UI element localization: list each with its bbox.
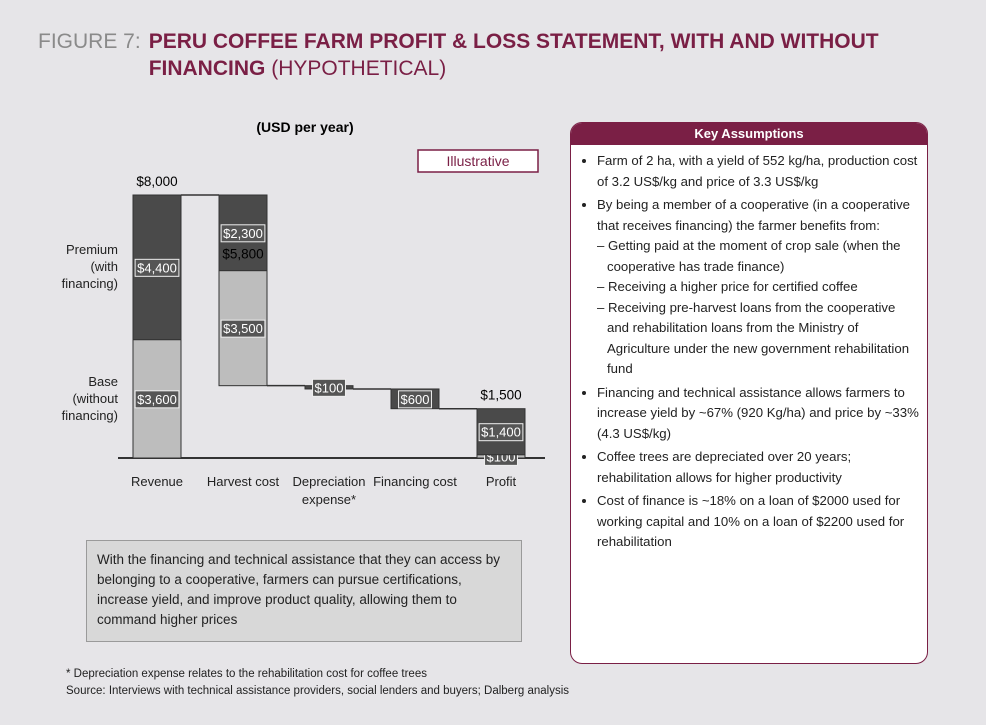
title-block: PERU COFFEE FARM PROFIT & LOSS STATEMENT… (149, 28, 938, 82)
header: FIGURE 7: PERU COFFEE FARM PROFIT & LOSS… (38, 28, 938, 82)
sub-assumption: – Getting paid at the moment of crop sal… (597, 238, 901, 274)
total-label: $8,000 (136, 174, 177, 189)
x-tick-label: Profit (485, 474, 517, 489)
assumption-text: Coffee trees are depreciated over 20 yea… (597, 449, 852, 485)
assumption-text: Financing and technical assistance allow… (597, 384, 919, 441)
assumption-text: Cost of finance is ~18% on a loan of $20… (597, 493, 905, 549)
key-assumptions: Key Assumptions Farm of 2 ha, with a yie… (570, 122, 928, 664)
x-tick-label: Depreciation expense* (292, 474, 366, 507)
assumption: Cost of finance is ~18% on a loan of $20… (597, 491, 919, 553)
assumption: By being a member of a cooperative (in a… (597, 195, 919, 380)
value-label-bg (312, 378, 346, 397)
chart-subtitle: (USD per year) (256, 119, 353, 135)
assumption-text: By being a member of a cooperative (in a… (597, 197, 911, 233)
sub-list: – Getting paid at the moment of crop sal… (597, 236, 919, 380)
value-label: $2,300 (223, 226, 263, 241)
total-label: $5,800 (222, 246, 263, 261)
value-label-bg (220, 319, 266, 338)
annotation: Illustrative (446, 153, 509, 169)
note: With the financing and technical assista… (86, 540, 522, 642)
chart: (USD per year) Illustrative $3,600 $4,400… (118, 119, 545, 466)
value-label: $1,400 (481, 425, 521, 440)
title-qualifier: (HYPOTHETICAL) (271, 57, 447, 80)
assumption: Financing and technical assistance allow… (597, 383, 919, 445)
legend-label: Base (without financing) (61, 373, 118, 423)
value-label-bg (134, 258, 180, 277)
annotation-box (417, 149, 539, 173)
value-label-bg (478, 423, 524, 442)
value-label: $3,600 (137, 392, 177, 407)
legend-label: Premium (with financing) (61, 242, 118, 292)
footnote: Source: Interviews with technical assist… (66, 685, 570, 697)
value-label: $4,400 (137, 260, 177, 275)
x-tick-label: Harvest cost (206, 474, 280, 489)
panel-title: Key Assumptions (571, 123, 927, 145)
sub-assumption: – Receiving a higher price for certified… (597, 279, 858, 294)
assumption-list: Farm of 2 ha, with a yield of 552 kg/ha,… (591, 151, 919, 553)
value-label: $3,500 (223, 321, 263, 336)
footnote: * Depreciation expense relates to the re… (66, 668, 427, 680)
value-label-bg (398, 390, 432, 409)
assumption: Coffee trees are depreciated over 20 yea… (597, 447, 919, 488)
value-label-bg (220, 224, 266, 243)
assumption: Farm of 2 ha, with a yield of 552 kg/ha,… (597, 151, 919, 192)
value-label: $600 (401, 392, 430, 407)
value-label-bg (134, 390, 180, 409)
figure-label: FIGURE 7: (38, 30, 141, 53)
sub-assumption: – Receiving pre-harvest loans from the c… (597, 299, 910, 377)
assumption-text: Farm of 2 ha, with a yield of 552 kg/ha,… (597, 153, 918, 189)
x-tick-label: Revenue (130, 474, 184, 489)
value-label: $100 (315, 380, 344, 395)
title: PERU COFFEE FARM PROFIT & LOSS STATEMENT… (148, 30, 879, 80)
footnotes: * Depreciation expense relates to the re… (66, 666, 569, 700)
x-tick-label: Financing cost (373, 474, 457, 489)
total-label: $1,500 (480, 388, 521, 403)
